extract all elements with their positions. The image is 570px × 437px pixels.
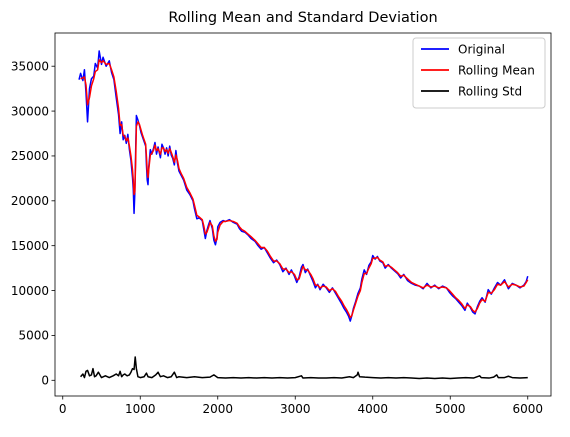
y-tick-label: 15000 — [11, 239, 49, 253]
plot-frame — [54, 32, 552, 397]
y-tick-label: 20000 — [11, 194, 49, 208]
x-tick-label: 6000 — [512, 402, 543, 416]
x-tick-label: 1000 — [125, 402, 156, 416]
series-line-rolling-std — [80, 356, 528, 380]
series-layer — [78, 50, 529, 380]
y-tick-label: 30000 — [11, 104, 49, 118]
y-tick-label: 0 — [41, 374, 49, 388]
x-tick-label: 3000 — [280, 402, 311, 416]
y-tick-label: 10000 — [11, 284, 49, 298]
y-tick-label: 25000 — [11, 149, 49, 163]
legend-label-rolling-std: Rolling Std — [458, 85, 522, 99]
chart-title: Rolling Mean and Standard Deviation — [168, 10, 437, 26]
x-tick-label: 0 — [59, 402, 67, 416]
y-tick-label: 5000 — [18, 329, 49, 343]
axes-layer: 0 1000 2000 3000 4000 5000 6000 0 5000 10000 15000… — [11, 32, 552, 416]
series-line-rolling-mean — [80, 59, 529, 319]
legend-label-rolling-mean: Rolling Mean — [458, 64, 535, 78]
legend-label-original: Original — [458, 43, 505, 57]
x-tick-label: 5000 — [435, 402, 466, 416]
y-tick-label: 35000 — [11, 60, 49, 74]
x-tick-label: 4000 — [357, 402, 388, 416]
chart-legend: Original Rolling Mean Rolling Std — [412, 37, 546, 109]
x-tick-label: 2000 — [202, 402, 233, 416]
